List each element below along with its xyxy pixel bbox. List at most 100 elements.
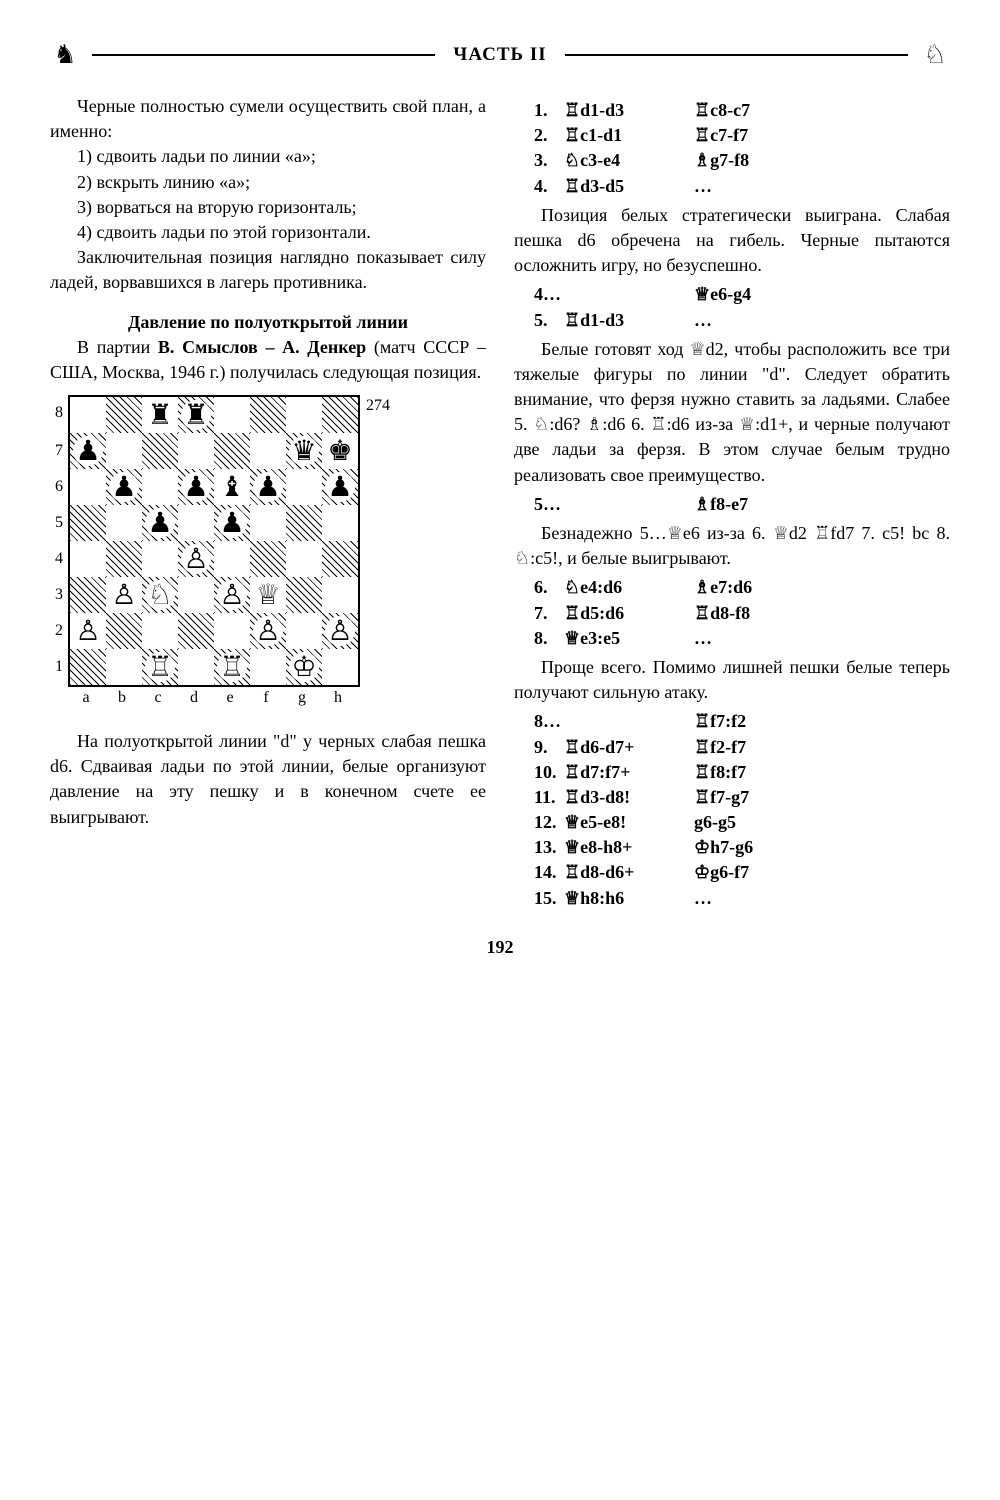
content-columns: Черные полностью сумели осуществить свой… xyxy=(50,94,950,915)
move-row: 13.♕e8-h8+♔h7-g6 xyxy=(534,835,950,860)
move-row: 9.♖d6-d7+♖f2-f7 xyxy=(534,735,950,760)
chess-square: ♟ xyxy=(106,469,142,505)
chess-square xyxy=(70,505,106,541)
move-row: 11.♖d3-d8!♖f7-g7 xyxy=(534,785,950,810)
chess-square: ♟ xyxy=(70,433,106,469)
chess-square xyxy=(286,541,322,577)
chess-square: ♟ xyxy=(142,505,178,541)
chess-square xyxy=(322,649,358,685)
move-row: 14.♖d8-d6+♔g6-f7 xyxy=(534,860,950,885)
chess-square: ♚ xyxy=(322,433,358,469)
move-row: 4…♕e6-g4 xyxy=(534,282,950,307)
header-rule-left xyxy=(92,54,435,56)
rank-label: 8 xyxy=(50,395,68,431)
page-number: 192 xyxy=(50,935,950,960)
chess-square: ♙ xyxy=(106,577,142,613)
chess-square xyxy=(250,649,286,685)
move-row: 2.♖c1-d1♖c7-f7 xyxy=(534,123,950,148)
move-list: 5…♗f8-e7 xyxy=(534,492,950,517)
section-title: Давление по полуоткрытой линии xyxy=(50,310,486,335)
move-row: 4.♖d3-d5… xyxy=(534,174,950,199)
file-label: a xyxy=(68,687,104,709)
chess-square xyxy=(178,649,214,685)
chess-square xyxy=(70,649,106,685)
file-label: d xyxy=(176,687,212,709)
chess-square xyxy=(178,613,214,649)
rank-label: 7 xyxy=(50,433,68,469)
move-row: 6.♘e4:d6♗e7:d6 xyxy=(534,575,950,600)
chess-square xyxy=(286,577,322,613)
file-label: c xyxy=(140,687,176,709)
right-column: 1.♖d1-d3♖c8-c72.♖c1-d1♖c7-f73.♘c3-e4♗g7-… xyxy=(514,94,950,915)
chess-square xyxy=(142,613,178,649)
move-row: 8.♕e3:e5… xyxy=(534,626,950,651)
chess-square xyxy=(214,613,250,649)
para: 4) сдвоить ладьи по этой гори­зонтали. xyxy=(50,220,486,245)
ornament-left: ♞ xyxy=(50,40,80,70)
chess-square: ♝ xyxy=(214,469,250,505)
file-label: f xyxy=(248,687,284,709)
chess-square: ♜ xyxy=(178,397,214,433)
left-column: Черные полностью сумели осуществить свой… xyxy=(50,94,486,915)
chess-square xyxy=(322,541,358,577)
chess-square: ♙ xyxy=(214,577,250,613)
chess-square: ♟ xyxy=(214,505,250,541)
para: Заключительная позиция на­глядно показыв… xyxy=(50,245,486,295)
para: 2) вскрыть линию «a»; xyxy=(50,170,486,195)
move-list: 1.♖d1-d3♖c8-c72.♖c1-d1♖c7-f73.♘c3-e4♗g7-… xyxy=(534,98,950,199)
chess-square: ♘ xyxy=(142,577,178,613)
chess-square: ♙ xyxy=(70,613,106,649)
chess-square xyxy=(178,505,214,541)
file-label: b xyxy=(104,687,140,709)
chess-square xyxy=(70,541,106,577)
chess-square xyxy=(106,433,142,469)
chess-square: ♙ xyxy=(250,613,286,649)
para: Белые готовят ход ♕d2, что­бы расположит… xyxy=(514,337,950,488)
move-list: 4…♕e6-g45.♖d1-d3… xyxy=(534,282,950,332)
para: Проще всего. Помимо лишней пешки белые т… xyxy=(514,655,950,705)
chess-square: ♔ xyxy=(286,649,322,685)
rank-label: 1 xyxy=(50,649,68,685)
chess-diagram: 8♜♜7♟♛♚6♟♟♝♟♟5♟♟4♙3♙♘♙♕2♙♙♙1♖♖♔ abcdefgh… xyxy=(50,395,486,723)
chess-square xyxy=(70,469,106,505)
para: Черные полностью сумели осуществить свой… xyxy=(50,94,486,144)
move-row: 10.♖d7:f7+♖f8:f7 xyxy=(534,760,950,785)
rank-label: 3 xyxy=(50,577,68,613)
file-label: g xyxy=(284,687,320,709)
move-list: 6.♘e4:d6♗e7:d67.♖d5:d6♖d8-f88.♕e3:e5… xyxy=(534,575,950,651)
file-label: h xyxy=(320,687,356,709)
chess-square xyxy=(142,541,178,577)
chess-square xyxy=(322,577,358,613)
chess-square xyxy=(214,433,250,469)
chess-square: ♟ xyxy=(250,469,286,505)
move-row: 12.♕e5-e8!g6-g5 xyxy=(534,810,950,835)
chess-square xyxy=(106,613,142,649)
move-list: 8…♖f7:f29.♖d6-d7+♖f2-f710.♖d7:f7+♖f8:f71… xyxy=(534,709,950,911)
ornament-right: ♘ xyxy=(920,40,950,70)
move-row: 1.♖d1-d3♖c8-c7 xyxy=(534,98,950,123)
chess-square xyxy=(142,433,178,469)
chess-square xyxy=(214,397,250,433)
move-row: 8…♖f7:f2 xyxy=(534,709,950,734)
rank-label: 2 xyxy=(50,613,68,649)
chess-square xyxy=(322,505,358,541)
chess-square xyxy=(286,469,322,505)
chess-square xyxy=(106,505,142,541)
rank-label: 4 xyxy=(50,541,68,577)
para: Позиция белых стратегически выиграна. Сл… xyxy=(514,203,950,279)
chess-square xyxy=(106,649,142,685)
chess-square: ♟ xyxy=(178,469,214,505)
rank-label: 6 xyxy=(50,469,68,505)
chess-square xyxy=(178,577,214,613)
chess-square xyxy=(106,397,142,433)
move-row: 5…♗f8-e7 xyxy=(534,492,950,517)
chess-square: ♙ xyxy=(178,541,214,577)
chess-square xyxy=(250,397,286,433)
chess-square xyxy=(322,397,358,433)
move-row: 15.♕h8:h6… xyxy=(534,886,950,911)
move-row: 3.♘c3-e4♗g7-f8 xyxy=(534,148,950,173)
chess-square xyxy=(106,541,142,577)
chess-square xyxy=(142,469,178,505)
chess-square xyxy=(250,541,286,577)
chess-square: ♜ xyxy=(142,397,178,433)
